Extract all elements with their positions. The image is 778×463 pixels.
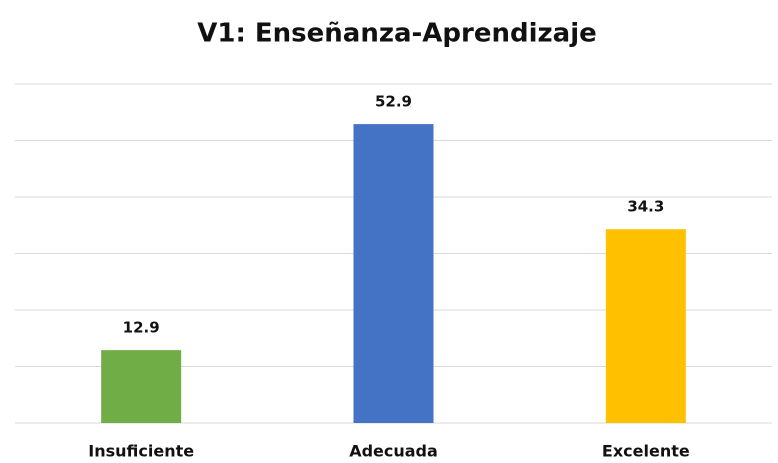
x-tick-label: Adecuada	[349, 442, 438, 461]
x-tick-label: Excelente	[602, 442, 690, 461]
data-label: 52.9	[375, 93, 412, 111]
chart-title: V1: Enseñanza-Aprendizaje	[197, 19, 597, 49]
bar	[101, 350, 182, 423]
x-tick-label: Insuficiente	[88, 442, 194, 461]
bar	[605, 229, 686, 423]
bar	[353, 124, 434, 424]
data-label: 34.3	[627, 198, 664, 216]
data-label: 12.9	[123, 319, 160, 337]
